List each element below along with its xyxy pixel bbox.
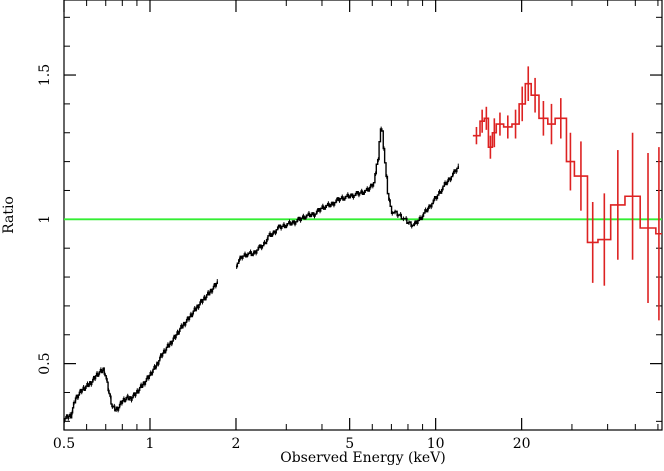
- x-tick-label: 10: [427, 436, 445, 452]
- data-series-line: [235, 128, 459, 268]
- x-tick-label: 20: [513, 436, 531, 452]
- x-tick-label: 5: [345, 436, 354, 452]
- y-axis-label: Ratio: [1, 196, 17, 234]
- x-tick-label: 2: [232, 436, 241, 452]
- x-tick-label: 1: [146, 436, 155, 452]
- x-axis-label: Observed Energy (keV): [280, 450, 446, 466]
- data-series-line: [64, 281, 218, 422]
- x-tick-label: 0.5: [53, 436, 75, 452]
- y-tick-label: 1.5: [37, 64, 53, 86]
- y-tick-label: 1: [37, 215, 53, 224]
- plot-frame: [63, 0, 663, 431]
- y-tick-label: 0.5: [37, 352, 53, 374]
- data-series-line: [472, 82, 662, 244]
